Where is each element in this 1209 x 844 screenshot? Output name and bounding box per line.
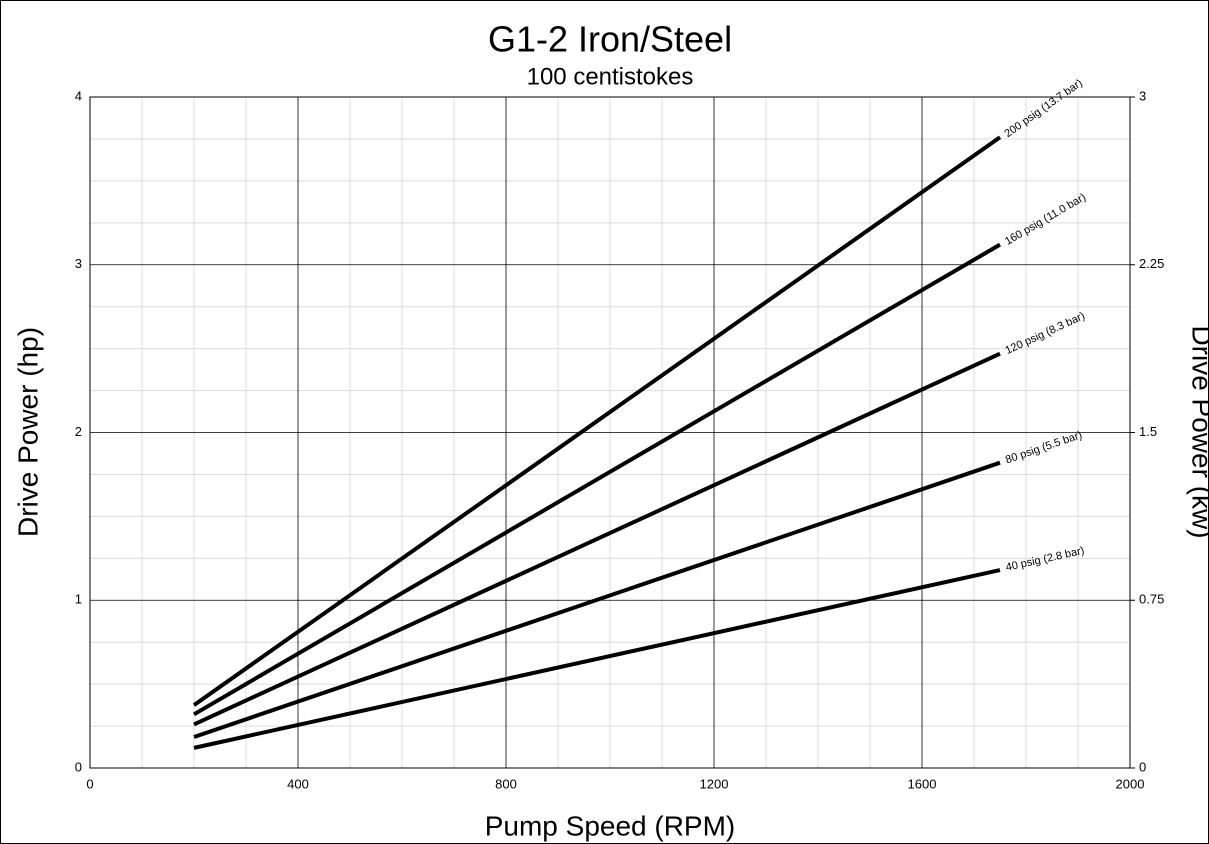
series-line [193,351,1001,727]
series-label: 160 psig (11.0 bar) [1003,191,1088,247]
chart-subtitle: 100 centistokes [527,63,694,90]
series-line [193,568,1001,750]
x-tick-label: 400 [287,776,309,791]
y2-tick-label: 3 [1139,88,1146,103]
x-tick-label: 1200 [700,776,729,791]
series-line [192,135,1002,707]
y-tick-label: 0 [75,759,82,774]
x-axis-label: Pump Speed (RPM) [485,810,736,841]
x-tick-label: 800 [495,776,517,791]
y2-tick-label: 0 [1139,759,1146,774]
y-tick-label: 2 [75,424,82,439]
chart-title: G1-2 Iron/Steel [488,19,732,60]
y-tick-label: 4 [75,88,82,103]
x-tick-label: 1600 [908,776,937,791]
y-tick-label: 1 [75,592,82,607]
series-line [193,460,1001,739]
y2-tick-label: 1.5 [1139,424,1157,439]
series-label: 120 psig (8.3 bar) [1003,310,1086,357]
y-axis-label: Drive Power (hp) [12,327,43,537]
series-label: 200 psig (13.7 bar) [1002,77,1084,140]
plot-border [89,96,1131,769]
y-tick-label: 3 [75,256,82,271]
y2-tick-label: 2.25 [1139,256,1164,271]
x-tick-label: 0 [86,776,93,791]
y2-tick-label: 0.75 [1139,592,1164,607]
x-tick-label: 2000 [1116,776,1145,791]
series-line [192,242,1002,717]
series-label: 80 psig (5.5 bar) [1004,429,1084,466]
series-label: 40 psig (2.8 bar) [1005,545,1086,574]
y2-axis-label: Drive Power (kw) [1187,325,1209,538]
